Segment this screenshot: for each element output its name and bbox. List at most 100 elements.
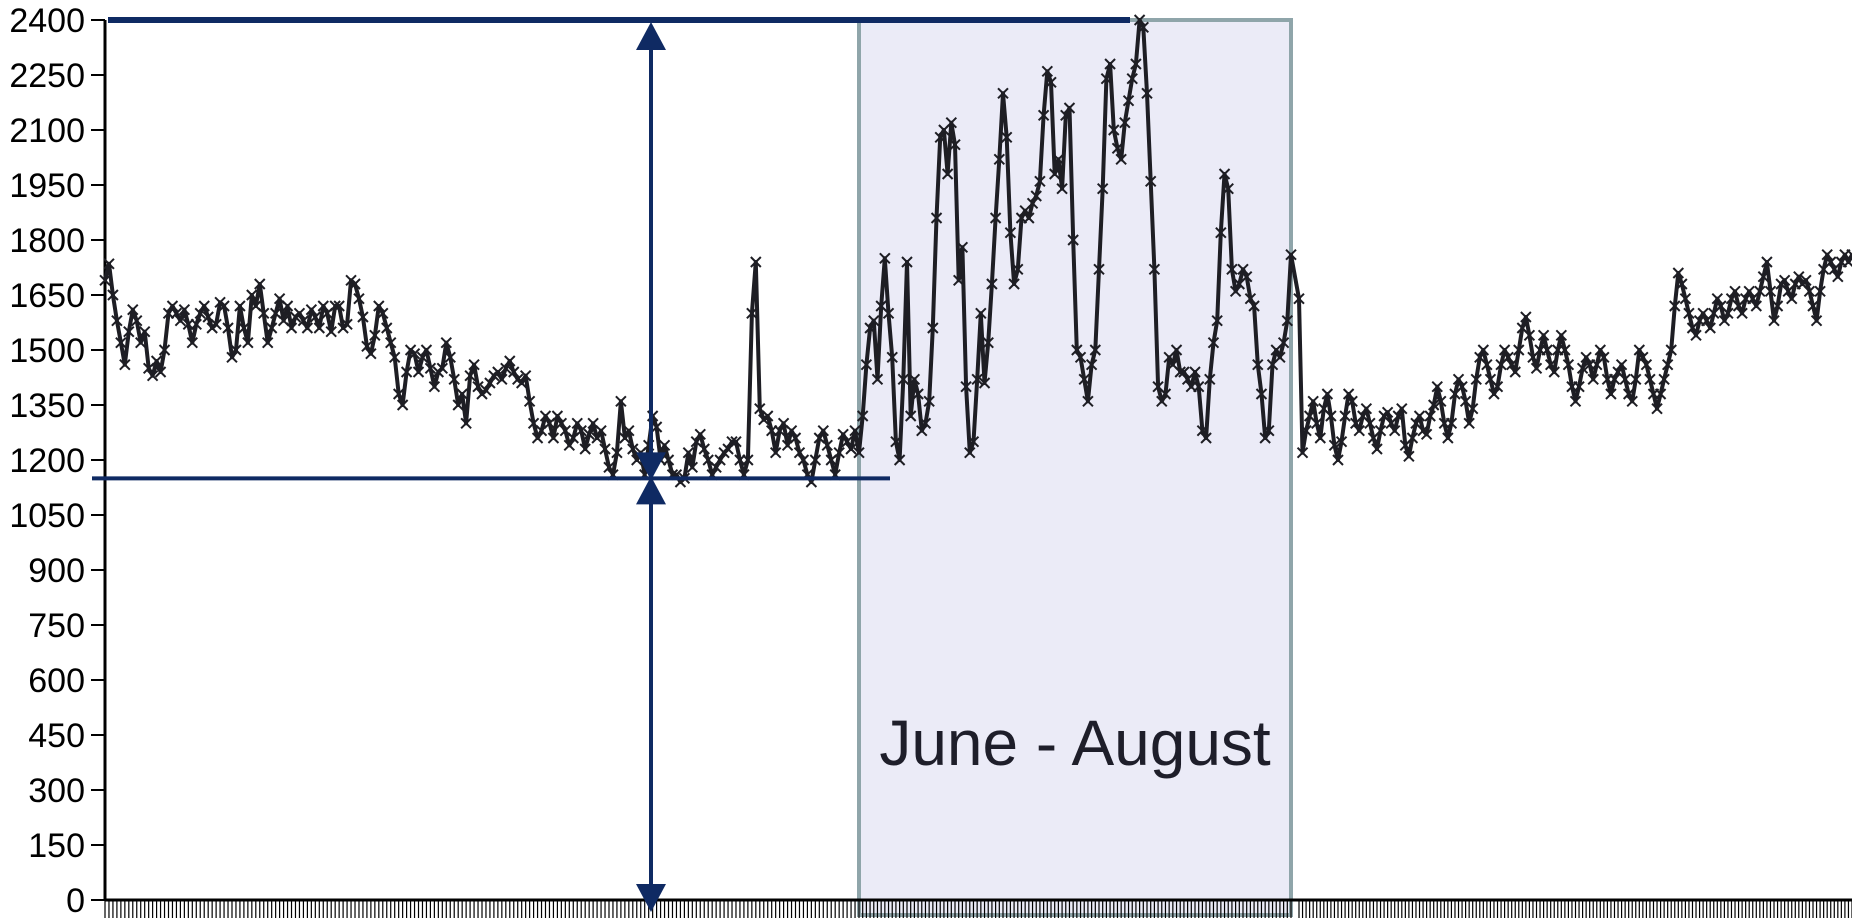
data-point-marker xyxy=(1598,351,1610,364)
y-tick-label: 2400 xyxy=(9,2,85,40)
data-point-marker xyxy=(1156,395,1168,408)
data-point-marker xyxy=(325,325,337,338)
data-point-marker xyxy=(341,318,353,331)
data-point-marker xyxy=(131,314,143,327)
data-point-marker xyxy=(583,428,595,441)
data-point-marker xyxy=(1711,292,1723,305)
data-point-marker xyxy=(927,322,939,334)
data-point-marker xyxy=(265,322,278,334)
data-point-marker xyxy=(1420,428,1433,441)
data-point-marker xyxy=(1218,168,1231,180)
data-point-marker xyxy=(301,322,314,334)
data-point-marker xyxy=(1060,109,1072,122)
data-point-marker xyxy=(682,446,695,459)
data-point-marker xyxy=(1108,124,1120,136)
lower-range-arrowhead-bottom xyxy=(636,884,666,912)
band-label: June - August xyxy=(879,707,1271,779)
data-point-marker xyxy=(1178,366,1190,378)
data-point-marker xyxy=(742,454,754,466)
data-point-marker xyxy=(1211,314,1223,327)
data-point-marker xyxy=(1658,373,1670,386)
data-point-marker xyxy=(1255,388,1268,400)
data-point-marker xyxy=(1229,285,1242,298)
data-point-marker xyxy=(111,314,123,327)
data-point-marker xyxy=(1750,300,1762,312)
data-point-marker xyxy=(226,351,238,364)
data-point-marker xyxy=(329,300,341,312)
data-point-marker xyxy=(531,432,544,444)
data-point-marker xyxy=(1778,274,1791,287)
data-point-marker xyxy=(1041,65,1054,78)
data-point-marker xyxy=(1605,388,1617,400)
data-point-marker xyxy=(1626,395,1638,408)
data-point-marker xyxy=(309,311,322,323)
data-point-marker xyxy=(615,395,627,408)
data-point-marker xyxy=(186,336,199,349)
data-point-marker xyxy=(941,168,954,180)
data-point-marker xyxy=(373,300,385,312)
data-point-marker xyxy=(769,446,782,459)
data-point-marker xyxy=(1023,212,1035,224)
data-point-marker xyxy=(1548,366,1560,378)
data-point-marker xyxy=(599,443,611,455)
data-point-marker xyxy=(750,256,762,268)
data-point-marker xyxy=(1274,351,1286,364)
data-point-marker xyxy=(908,373,921,386)
y-tick-label: 1950 xyxy=(9,167,85,205)
data-point-marker xyxy=(448,373,460,386)
data-point-marker xyxy=(508,366,520,378)
data-point-marker xyxy=(793,446,806,459)
data-point-marker xyxy=(1237,263,1249,276)
data-point-marker xyxy=(107,289,119,301)
data-point-marker xyxy=(1137,21,1150,34)
data-point-marker xyxy=(385,336,397,349)
data-point-marker xyxy=(1300,424,1312,437)
data-point-marker xyxy=(1442,432,1454,444)
data-point-marker xyxy=(158,344,171,356)
data-point-marker xyxy=(1263,424,1275,437)
data-point-marker xyxy=(464,369,476,382)
data-point-marker xyxy=(809,454,822,466)
data-point-marker xyxy=(837,428,849,441)
data-point-marker xyxy=(480,384,492,397)
data-point-marker xyxy=(726,435,738,448)
data-point-marker xyxy=(198,300,210,312)
data-point-marker xyxy=(1669,300,1681,312)
data-point-marker xyxy=(1661,358,1674,371)
y-tick-label: 750 xyxy=(28,607,85,645)
data-point-marker xyxy=(305,303,318,316)
data-point-marker xyxy=(1431,380,1443,393)
data-point-marker xyxy=(1513,344,1525,356)
data-point-marker xyxy=(381,322,393,334)
y-tick-label: 0 xyxy=(66,882,85,920)
data-point-marker xyxy=(821,439,833,452)
data-point-marker xyxy=(492,366,504,378)
data-point-marker xyxy=(650,421,663,433)
band-rect xyxy=(857,18,1293,917)
y-tick-label: 900 xyxy=(28,552,85,590)
data-point-marker xyxy=(864,322,876,334)
data-point-marker xyxy=(1314,432,1326,444)
data-point-marker xyxy=(1676,278,1688,290)
data-point-marker xyxy=(1428,399,1440,411)
data-point-marker xyxy=(170,307,183,320)
data-point-marker xyxy=(1537,329,1550,342)
data-point-marker xyxy=(1488,388,1500,400)
data-point-marker xyxy=(993,153,1006,166)
series-markers xyxy=(99,14,1852,488)
data-point-marker xyxy=(1119,116,1131,129)
data-point-marker xyxy=(452,399,464,411)
data-point-marker xyxy=(1342,388,1355,400)
data-point-marker xyxy=(365,347,377,360)
data-point-marker xyxy=(686,461,699,474)
data-point-marker xyxy=(930,212,943,224)
data-point-marker xyxy=(817,424,829,437)
data-point-marker xyxy=(912,388,924,400)
data-point-marker xyxy=(945,116,958,129)
data-point-marker xyxy=(138,325,151,338)
data-point-marker xyxy=(246,289,258,301)
data-point-marker xyxy=(1803,285,1816,298)
data-point-marker xyxy=(1196,424,1209,437)
data-point-marker xyxy=(1026,197,1039,210)
data-point-marker xyxy=(230,344,242,356)
